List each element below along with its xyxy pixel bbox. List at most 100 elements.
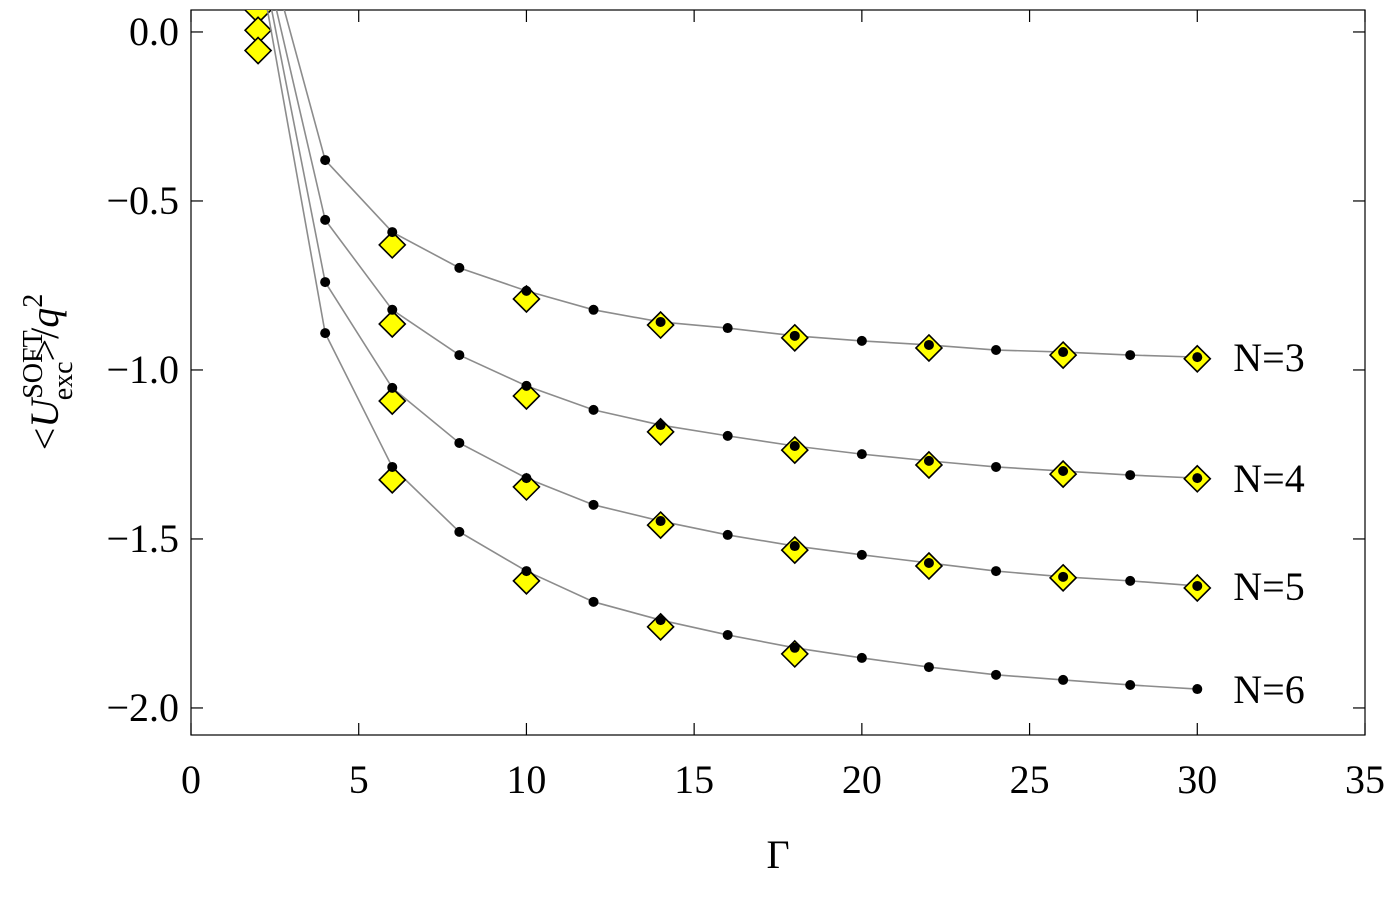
y-label-part: U [22,396,67,428]
dot-marker [588,596,599,607]
series-line [270,10,1198,587]
plot-frame [190,9,1366,736]
dot-marker [856,335,867,346]
dot-marker [789,441,800,452]
dot-marker [588,499,599,510]
dot-marker [923,557,934,568]
dot-marker [1058,347,1069,358]
dot-marker [1125,679,1136,690]
y-tick-label: −1.5 [106,516,179,561]
y-label-part: 2 [18,294,49,308]
diamond-marker [780,639,809,669]
diamond-marker [646,612,675,641]
series-label: N=4 [1233,456,1304,501]
series-label: N=3 [1233,335,1304,380]
dot-marker [521,473,532,484]
dot-marker [856,652,867,663]
diamond-marker [378,230,407,260]
dot-marker [1058,466,1069,477]
dot-marker [387,227,398,238]
y-axis-label: <USOFTexc>/q2 [18,294,79,451]
dot-marker [722,629,733,640]
dot-marker [722,323,733,334]
x-tick-label: 15 [674,757,714,802]
y-label-part: >/ [22,327,67,362]
diamond-marker [243,36,273,65]
series-label: N=6 [1233,667,1304,712]
dot-marker [655,420,666,431]
x-tick-label: 25 [1010,757,1050,802]
x-tick-label: 10 [506,757,546,802]
y-tick-label: −1.0 [106,347,179,392]
diamond-marker [512,472,541,502]
dot-marker [320,214,331,225]
dot-marker [655,316,666,327]
dot-marker [991,461,1002,472]
dot-marker [521,285,532,296]
dot-marker [722,430,733,441]
dot-marker [320,277,331,288]
y-tick-label: −2.0 [106,685,179,730]
diamond-marker [378,386,407,416]
dot-marker [588,304,599,315]
y-label-part: SOFT [18,330,49,398]
dot-marker [1192,473,1203,484]
dot-marker [789,330,800,341]
diamond-marker [512,566,541,596]
dot-marker [454,262,465,273]
y-tick-label: −0.5 [106,178,179,223]
x-axis-label: Γ [766,832,789,877]
dot-marker [1058,674,1069,685]
plot-area [243,10,1212,695]
x-tick-label: 5 [349,757,369,802]
dot-marker [454,526,465,537]
dot-marker [789,642,800,653]
dot-marker [655,516,666,527]
dot-marker [1125,350,1136,361]
x-tick-label: 20 [842,757,882,802]
dot-marker [320,155,331,166]
dot-marker [923,455,934,466]
dot-marker [923,339,934,350]
x-tick-label: 30 [1177,757,1217,802]
dot-marker [856,449,867,460]
x-tick-label: 35 [1345,757,1385,802]
dot-marker [1192,684,1203,695]
dot-marker [1125,575,1136,586]
series-label: N=5 [1233,564,1304,609]
diamond-marker [512,284,541,314]
dot-marker [454,350,465,361]
diamond-marker [646,417,675,446]
diamond-marker [512,381,541,411]
dot-marker [923,662,934,673]
dot-marker [991,566,1002,577]
y-label-part: < [22,428,67,451]
dot-marker [722,529,733,540]
dot-marker [454,437,465,448]
dot-marker [387,304,398,315]
diamond-marker [378,309,407,339]
dot-marker [991,669,1002,680]
dot-marker [320,328,331,339]
dot-marker [521,380,532,391]
dot-marker [1058,571,1069,582]
dot-marker [991,345,1002,356]
y-label-part: exc [48,361,79,400]
y-tick-label: 0.0 [129,9,179,54]
dot-marker [655,615,666,626]
series-line [266,10,1198,690]
dot-marker [856,549,867,560]
diamond-marker [378,465,407,494]
dot-marker [1192,352,1203,363]
x-tick-label: 0 [181,757,201,802]
dot-marker [789,541,800,552]
dot-marker [521,566,532,577]
y-label-part: q [22,308,67,328]
dot-marker [1125,470,1136,481]
dot-marker [1192,580,1203,591]
dot-marker [387,461,398,472]
dot-marker [588,404,599,415]
series-line [283,10,1198,358]
dot-marker [387,382,398,393]
